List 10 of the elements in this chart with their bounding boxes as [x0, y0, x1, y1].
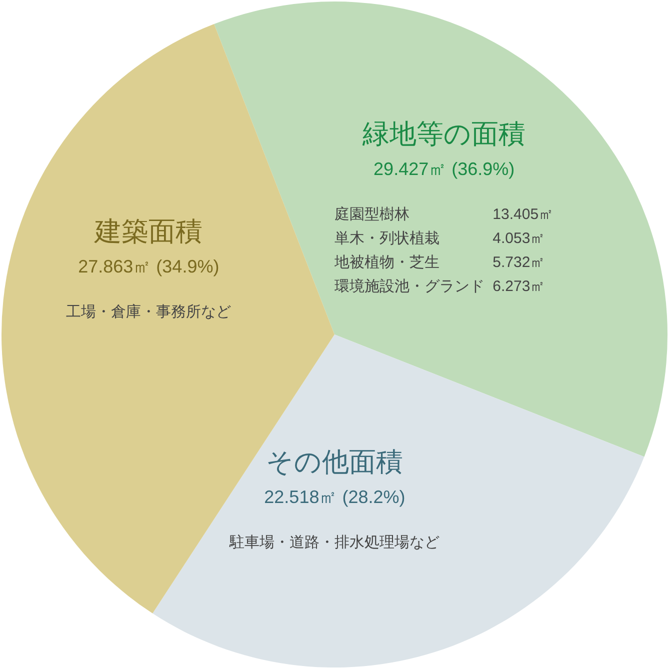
annotation: 環境施設池・グランド	[334, 278, 485, 296]
annotation: 庭園型樹林	[334, 206, 410, 224]
annotation: 13.405㎡	[492, 206, 554, 224]
annotation: 5.732㎡	[492, 254, 546, 272]
annotation: 地被植物・芝生	[334, 254, 440, 272]
annotation: 駐車場・道路・排水処理場など	[230, 534, 440, 551]
annotation: 4.053㎡	[492, 230, 546, 248]
annotation: 工場・倉庫・事務所など	[66, 304, 232, 321]
annotation: 単木・列状植栽	[334, 230, 440, 248]
annotation: 6.273㎡	[492, 278, 546, 296]
